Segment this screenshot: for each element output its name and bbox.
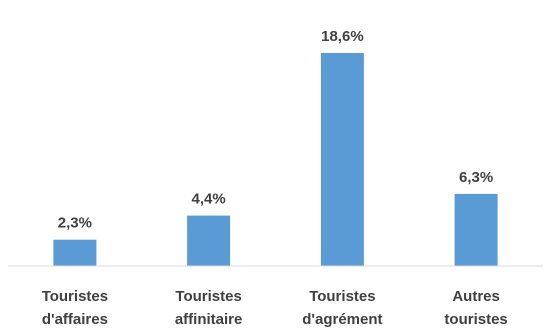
category-label-2-line-1: d'agrément (302, 311, 382, 328)
category-label-2-line-0: Touristes (309, 288, 375, 305)
bar-1 (187, 215, 231, 266)
data-label-3: 6,3% (459, 169, 493, 186)
category-label-3-line-0: Autres (452, 288, 500, 305)
bar-3 (454, 193, 498, 266)
data-label-1: 4,4% (191, 191, 225, 208)
data-label-2: 18,6% (321, 28, 364, 45)
labels-layer: 2,3% Touristes d'affaires 4,4% Touristes affi… (42, 28, 508, 328)
category-label-0-line-1: d'affaires (42, 311, 108, 328)
data-label-0: 2,3% (58, 215, 92, 232)
bar-2 (320, 53, 364, 266)
category-label-3-line-1: touristes (444, 311, 507, 328)
category-label-1-line-0: Touristes (175, 288, 241, 305)
category-label-1-line-1: affinitaire (175, 311, 243, 328)
bars-layer (53, 53, 498, 266)
category-label-0-line-0: Touristes (42, 288, 108, 305)
bar-0 (53, 239, 97, 266)
